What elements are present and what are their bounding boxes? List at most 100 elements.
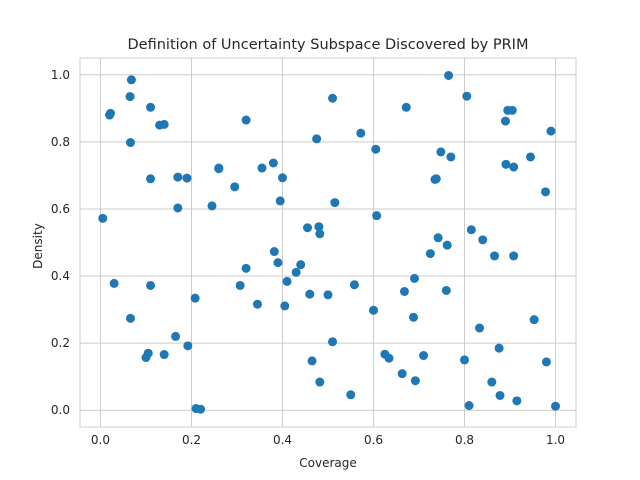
data-point <box>490 251 500 261</box>
data-point <box>507 105 517 115</box>
data-point <box>356 128 366 138</box>
data-point <box>312 134 322 144</box>
data-point <box>330 198 340 208</box>
data-point <box>291 267 301 277</box>
x-axis-label: Coverage <box>299 456 357 470</box>
data-point <box>252 299 262 309</box>
data-point <box>512 396 522 406</box>
data-point <box>126 75 136 85</box>
data-point <box>529 315 539 325</box>
data-point <box>384 353 394 363</box>
data-point <box>98 213 108 223</box>
data-point <box>446 152 456 162</box>
data-point <box>509 162 519 172</box>
data-point <box>349 280 359 290</box>
data-point <box>494 343 504 353</box>
data-point <box>436 147 446 157</box>
data-point <box>146 280 156 290</box>
data-point <box>190 293 200 303</box>
data-point <box>495 390 505 400</box>
data-point <box>282 276 292 286</box>
y-tick-label: 0.4 <box>51 269 70 283</box>
data-point <box>442 240 452 250</box>
grid <box>80 58 576 427</box>
data-point <box>109 278 119 288</box>
data-point <box>431 174 441 184</box>
data-point <box>207 201 217 211</box>
data-point <box>230 182 240 192</box>
data-point <box>280 301 290 311</box>
y-tick-label: 0.2 <box>51 336 70 350</box>
data-point <box>314 222 324 232</box>
data-point <box>464 401 474 411</box>
data-point <box>275 196 285 206</box>
data-point <box>501 159 511 169</box>
data-point <box>328 337 338 347</box>
data-point <box>277 173 287 183</box>
data-point <box>525 152 535 162</box>
data-point <box>146 174 156 184</box>
data-point <box>214 163 224 173</box>
data-point <box>257 163 267 173</box>
data-point <box>126 313 136 323</box>
data-point <box>460 355 470 365</box>
x-tick-label: 0.0 <box>91 433 110 447</box>
x-tick-label: 0.4 <box>273 433 292 447</box>
data-point <box>551 401 561 411</box>
data-point <box>487 377 497 387</box>
data-point <box>409 273 419 283</box>
data-point <box>125 92 135 102</box>
data-point <box>441 285 451 295</box>
data-point <box>143 348 153 358</box>
data-point <box>269 247 279 257</box>
data-point <box>541 357 551 367</box>
data-point <box>241 115 251 125</box>
data-point <box>372 211 382 221</box>
data-point <box>171 331 181 341</box>
data-point <box>159 119 169 129</box>
data-point <box>268 158 278 168</box>
data-point <box>305 289 315 299</box>
data-point <box>419 351 429 361</box>
data-point <box>273 258 283 268</box>
data-point <box>196 404 206 414</box>
data-points <box>98 70 561 414</box>
data-point <box>323 290 333 300</box>
x-tick-label: 0.2 <box>182 433 201 447</box>
data-point <box>399 286 409 296</box>
x-tick-label: 0.8 <box>455 433 474 447</box>
data-point <box>369 305 379 315</box>
data-point <box>409 312 419 322</box>
data-point <box>235 280 245 290</box>
data-point <box>307 356 317 366</box>
data-point <box>444 70 454 80</box>
data-point <box>475 323 485 333</box>
x-tick-label: 1.0 <box>546 433 565 447</box>
data-point <box>371 144 381 154</box>
data-point <box>146 102 156 112</box>
data-point <box>183 341 193 351</box>
data-point <box>410 376 420 386</box>
y-axis-ticks: 0.0 0.2 0.4 0.6 0.8 1.0 <box>51 68 70 417</box>
data-point <box>303 223 313 233</box>
data-point <box>397 369 407 379</box>
data-point <box>401 102 411 112</box>
y-tick-label: 0.0 <box>51 403 70 417</box>
data-point <box>346 390 356 400</box>
data-point <box>105 108 115 118</box>
data-point <box>126 138 136 148</box>
data-point <box>328 93 338 103</box>
data-point <box>546 126 556 136</box>
data-point <box>182 173 192 183</box>
data-point <box>173 203 183 213</box>
data-point <box>509 251 519 261</box>
data-point <box>425 249 435 259</box>
data-point <box>315 229 325 239</box>
chart-title: Definition of Uncertainty Subspace Disco… <box>128 37 529 53</box>
data-point <box>541 187 551 197</box>
data-point <box>478 235 488 245</box>
data-point <box>466 225 476 235</box>
data-point <box>241 263 251 273</box>
data-point <box>433 233 443 243</box>
